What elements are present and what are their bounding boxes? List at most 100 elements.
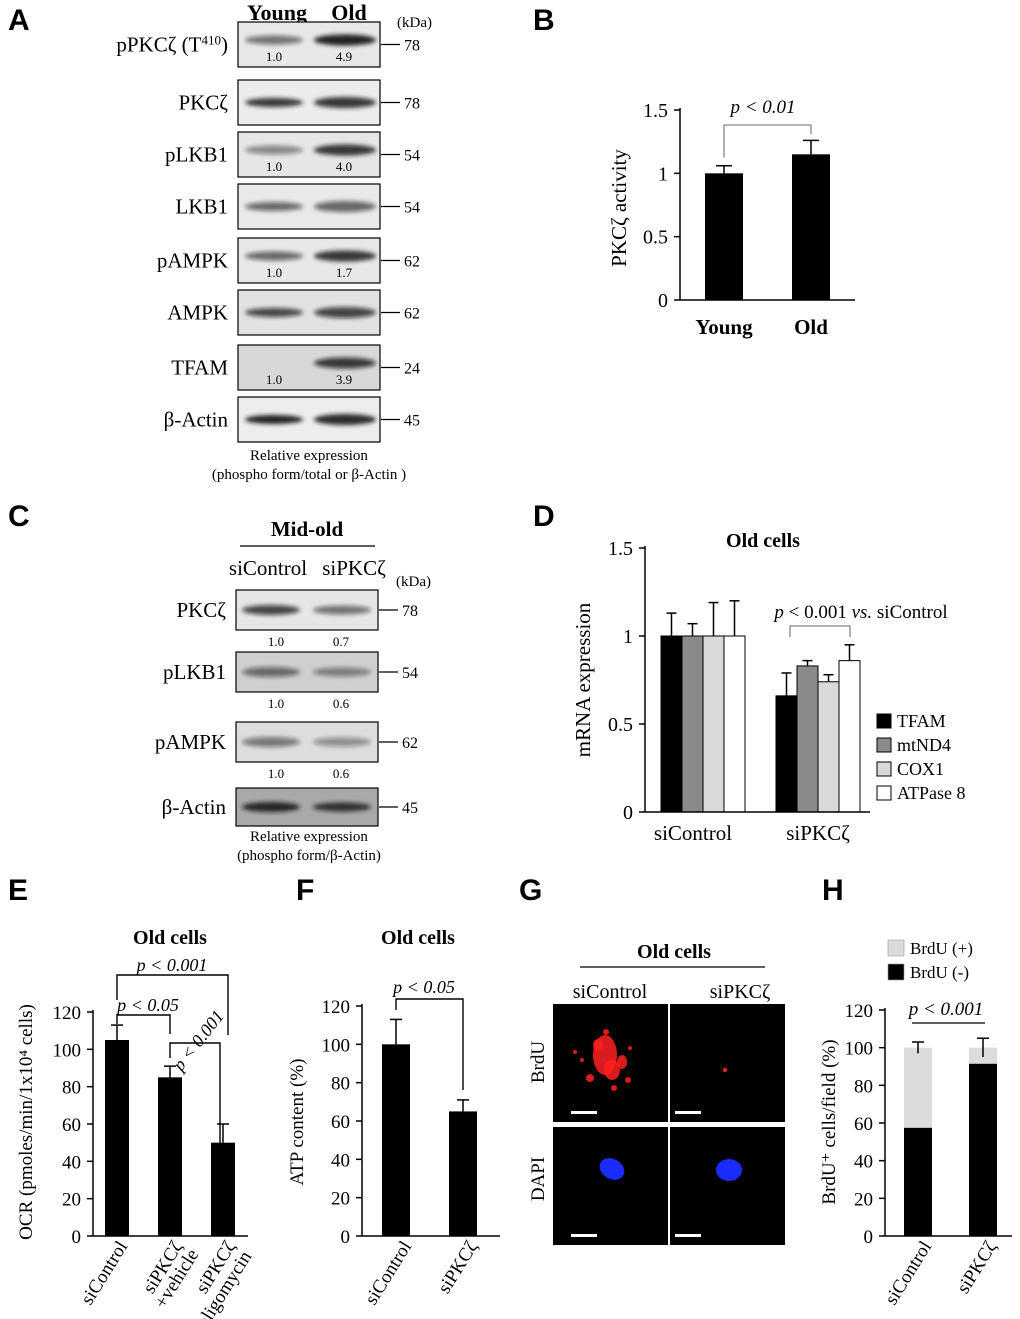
chart-B-annotation: p < 0.01: [728, 97, 795, 118]
chart-H-xlabel-1: siPKCζ: [953, 1237, 1001, 1297]
blot-A-unit: (kDa): [397, 15, 432, 31]
chart-D-bar-0-0: [660, 635, 683, 813]
blot-A-band-old-2: [314, 144, 376, 156]
blot-A-label-7: β-Actin: [164, 408, 229, 432]
panel-G-brdu-signal-7: [603, 1029, 609, 1035]
chart-B-ytick-label-2: 1: [658, 163, 668, 185]
chart-F-title: Old cells: [381, 927, 455, 949]
blot-C-caption-2: (phospho form/β-Actin): [237, 848, 381, 864]
panel-G-brdu-signal-6: [580, 1058, 584, 1062]
blot-A-band-old-1: [314, 97, 376, 108]
chart-E-xlabel-0: siControl: [77, 1238, 132, 1309]
chart-E-ytick-label-2: 40: [62, 1152, 81, 1173]
chart-D-bar-1-0: [681, 635, 704, 813]
chart-H-bar-0-0: [904, 1127, 932, 1236]
panel-G-image-3: [670, 1127, 785, 1245]
blot-C-band-0-3: [242, 802, 300, 812]
panel-G-image-1: [670, 1004, 785, 1122]
chart-E-title: Old cells: [133, 927, 207, 949]
chart-E-annotation-1: p < 0.05: [115, 995, 179, 1015]
chart-B-ytick-label-3: 1.5: [643, 100, 668, 122]
blot-A-band-old-0: [314, 34, 376, 46]
panel-G-image-2: [553, 1127, 668, 1245]
panel-G-brdu-signal-si: [723, 1068, 727, 1072]
blot-C-band-1-2: [313, 737, 371, 747]
blot-C-header-0: siControl: [229, 556, 307, 580]
blot-C-caption-1: Relative expression: [250, 829, 368, 845]
panel-G-brdu-signal-5: [625, 1077, 631, 1083]
panel-G-scalebar-0: [571, 1111, 597, 1114]
chart-D: 0 0.5 1 1.5 Old cells siControl siPKCζ p < 0.00…: [571, 530, 966, 845]
blot-A-label-1: PKCζ: [178, 91, 228, 115]
chart-F-annotation: p < 0.05: [391, 977, 455, 997]
blot-A-quant-young-4: 1.0: [266, 265, 282, 280]
chart-E-annotation-2: p < 0.001: [167, 1006, 227, 1076]
chart-D-legend-label-3: ATPase 8: [897, 783, 966, 803]
chart-D-ytick-label-3: 1.5: [608, 538, 633, 560]
chart-B-bar-1: [792, 154, 830, 300]
chart-D-legend-label-0: TFAM: [897, 711, 946, 731]
chart-D-bar-0-1: [775, 695, 798, 813]
chart-H-ytick-label-5: 100: [845, 1039, 874, 1060]
chart-H-legend-swatch-1: [887, 963, 905, 981]
blot-A-kda-7: 45: [404, 413, 420, 430]
chart-H-annotation: p < 0.001: [907, 999, 984, 1020]
chart-H-ytick-label-2: 40: [854, 1152, 873, 1173]
blot-A-band-old-4: [314, 250, 376, 262]
blot-A-header-young: Young: [247, 0, 307, 25]
chart-F-bracket: [395, 998, 464, 1090]
chart-H-ytick-label-1: 20: [854, 1189, 873, 1210]
blot-C-title: Mid-old: [271, 517, 344, 541]
blot-C-kda-2: 62: [402, 735, 418, 752]
blot-C-band-1-3: [313, 802, 371, 812]
chart-D-title: Old cells: [726, 530, 800, 552]
chart-H: 0 20 40 60 80 100 120 siControl siPKCζ p < 0.001 B…: [819, 939, 1001, 1309]
blot-A-label-0: pPKCζ (T410): [116, 32, 228, 57]
blot-A-band-old-7: [314, 414, 376, 425]
chart-D-legend-swatch-3: [876, 785, 892, 801]
panel-G-scalebar-3: [675, 1234, 701, 1237]
chart-F-xlabel-1: siPKCζ: [434, 1237, 482, 1297]
panel-G-row-0: BrdU: [528, 1041, 549, 1084]
panel-G-col-0: siControl: [573, 981, 648, 1003]
chart-H-ytick-label-0: 0: [864, 1227, 874, 1248]
chart-B: 0 0.5 1 1.5 Young Old p < 0.01 PKCζ activity: [607, 97, 830, 339]
panel-letter-C: C: [8, 500, 30, 533]
chart-F-ylabel: ATP content (%): [287, 1059, 308, 1186]
panel-G-brdu-signal-3: [617, 1055, 627, 1069]
blot-A-quant-old-0: 4.9: [336, 49, 352, 64]
chart-D-ylabel: mRNA expression: [571, 602, 595, 757]
blot-A-band-young-3: [245, 202, 303, 211]
panel-G-brdu-signal-8: [628, 1046, 632, 1050]
panel-letter-A: A: [8, 4, 30, 37]
chart-E-bracket-1: [116, 1014, 171, 1034]
chart-F-ytick-label-3: 60: [331, 1112, 350, 1133]
chart-D-xlabel-1: siPKCζ: [786, 821, 850, 845]
panel-letter-G: G: [519, 874, 542, 907]
blot-A-band-young-7: [245, 415, 303, 424]
chart-H-xlabel-0: siControl: [881, 1238, 936, 1309]
blot-A-kda-1: 78: [404, 96, 420, 113]
chart-F-xlabel-0: siControl: [361, 1238, 416, 1309]
blot-A-kda-2: 54: [404, 148, 420, 165]
chart-H-bar-0-1: [969, 1063, 997, 1236]
blot-A-band-old-5: [314, 307, 376, 318]
blot-A-label-6: TFAM: [171, 356, 228, 380]
blot-A-quant-old-6: 3.9: [336, 372, 352, 387]
chart-D-xlabel-0: siControl: [654, 821, 732, 845]
chart-F-ytick-label-0: 0: [341, 1227, 351, 1248]
panel-G-brdu-signal-10: [611, 1085, 617, 1091]
panel-G-title: Old cells: [637, 941, 711, 963]
blot-A-quant-young-0: 1.0: [266, 49, 282, 64]
blot-A-band-young-4: [245, 251, 303, 261]
blot-A: Young Old (kDa) pPKCζ (T410) 78 1.0 4.9 PKCζ 78 p…: [116, 0, 432, 483]
blot-C-label-0: PKCζ: [176, 598, 226, 622]
chart-B-ytick-label-0: 0: [658, 290, 668, 312]
chart-H-legend-swatch-0: [887, 939, 905, 957]
chart-D-ytick-label-2: 1: [623, 626, 633, 648]
panel-letter-B: B: [533, 4, 555, 37]
chart-H-bar-1-0: [904, 1047, 932, 1128]
blot-A-kda-0: 78: [404, 38, 420, 55]
